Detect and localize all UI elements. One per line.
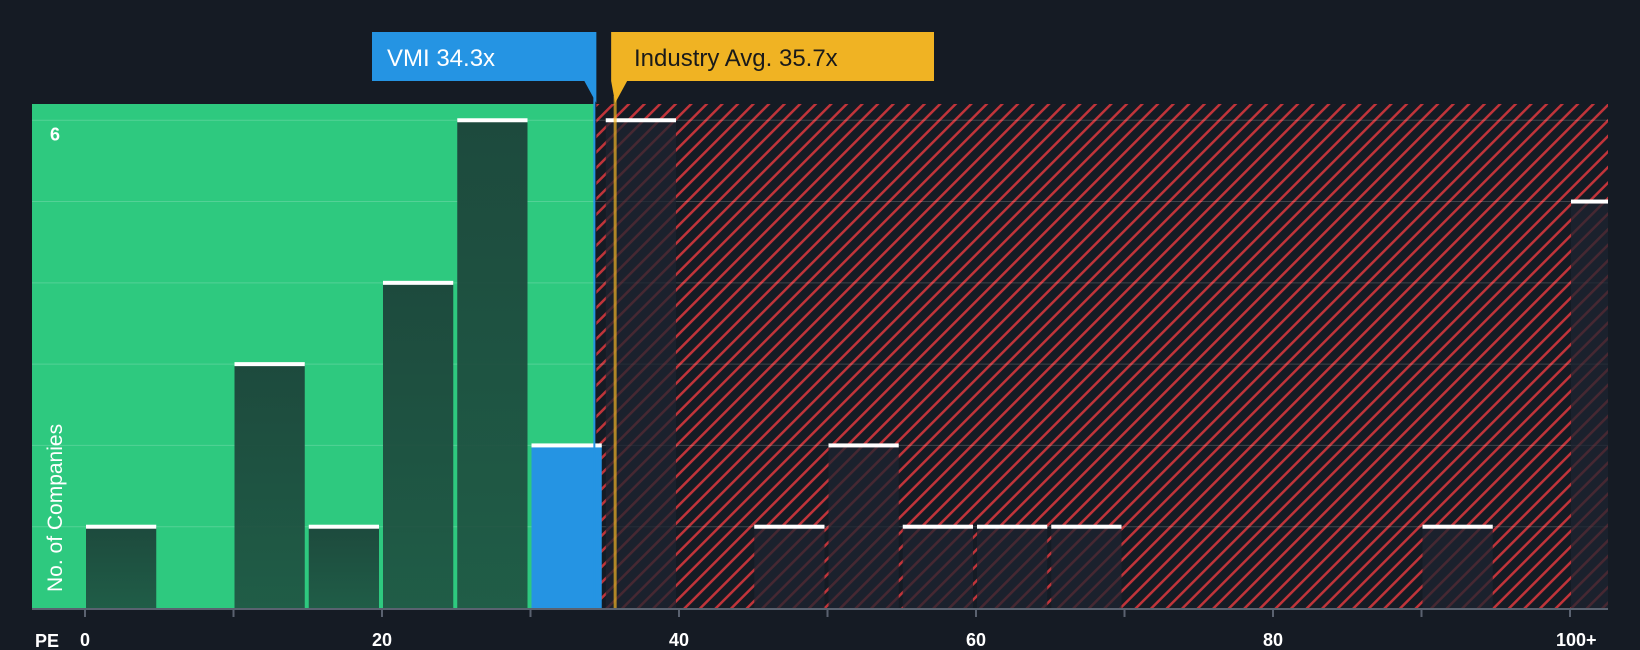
company-callout: VMI 34.3x (372, 32, 597, 103)
bar-cap (1422, 524, 1493, 529)
bar-cap (1051, 524, 1122, 529)
bar (86, 526, 157, 608)
y-axis: 6 (50, 124, 60, 144)
bar (828, 445, 899, 608)
bar-cap (234, 362, 305, 367)
overvalued-zone (596, 104, 1608, 608)
x-axis: 0 20 40 60 80 100+ (80, 609, 1597, 650)
bar (457, 120, 528, 609)
bar (308, 526, 379, 608)
company-callout-label: VMI 34.3x (387, 45, 495, 72)
bar-cap (605, 118, 676, 123)
bar-cap (902, 524, 973, 529)
bar-cap (1571, 199, 1608, 204)
bar-cap (86, 524, 157, 529)
histogram-bars (86, 118, 1608, 609)
x-tick-label: 0 (80, 630, 90, 650)
bar-company-bin (531, 445, 602, 608)
x-axis-label: PE (35, 631, 59, 650)
bar (1571, 201, 1608, 608)
bar-cap (383, 280, 454, 285)
bar-cap (754, 524, 825, 529)
bar-cap (977, 524, 1048, 529)
x-tick-label: 20 (372, 630, 392, 650)
bar (977, 526, 1048, 608)
industry-callout-label: Industry Avg. 35.7x (634, 45, 838, 72)
bar (754, 526, 825, 608)
bar (234, 364, 305, 608)
y-tick-label: 6 (50, 124, 60, 144)
bar (383, 282, 454, 608)
industry-callout: Industry Avg. 35.7x (611, 32, 934, 103)
bar (902, 526, 973, 608)
x-tick-label: 40 (669, 630, 689, 650)
bar (1422, 526, 1493, 608)
x-tick-label: 80 (1263, 630, 1283, 650)
bar-cap (531, 443, 602, 448)
x-tick-label: 100+ (1556, 630, 1597, 650)
bar-cap (457, 118, 528, 123)
bar (605, 120, 676, 609)
bar-cap (828, 443, 899, 448)
industry-callout-box (611, 32, 934, 103)
x-tick-label: 60 (966, 630, 986, 650)
bar (1051, 526, 1122, 608)
y-axis-label: No. of Companies (44, 424, 67, 592)
bar-cap (308, 524, 379, 529)
company-callout-box (372, 32, 597, 103)
